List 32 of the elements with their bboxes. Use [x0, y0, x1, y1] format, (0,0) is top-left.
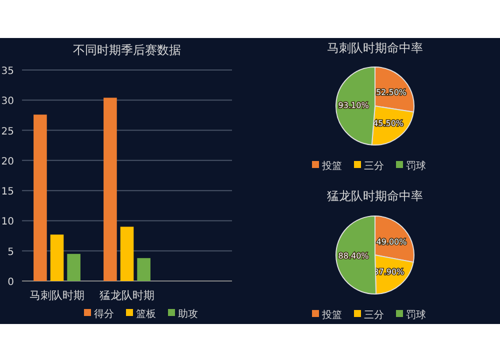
- y-tick-label: 0: [8, 277, 14, 288]
- y-tick-label: 25: [1, 126, 14, 138]
- legend-label: 得分: [94, 308, 114, 320]
- chart-title: 马刺队时期命中率: [327, 41, 423, 55]
- data-label: 93.10%: [338, 101, 370, 110]
- y-tick-label: 15: [1, 186, 14, 198]
- legend-label: 罚球: [406, 309, 426, 321]
- y-tick-label: 5: [8, 246, 14, 258]
- y-tick-label: 30: [1, 96, 14, 108]
- legend-label: 助攻: [178, 308, 198, 320]
- bar: [34, 114, 47, 281]
- x-tick-label: 马刺队时期: [30, 289, 84, 302]
- bar: [104, 98, 117, 281]
- data-label: 88.40%: [338, 251, 370, 260]
- chart-title: 不同时期季后赛数据: [73, 43, 181, 57]
- bar: [67, 254, 80, 281]
- data-label: 52.50%: [376, 88, 407, 98]
- legend-label: 篮板: [136, 308, 156, 320]
- bar: [120, 226, 134, 281]
- legend-label: 三分: [364, 309, 384, 321]
- bar: [50, 234, 64, 281]
- data-label: 49.00%: [376, 237, 408, 246]
- y-tick-label: 20: [1, 156, 14, 168]
- bar: [137, 258, 150, 281]
- legend-label: 三分: [364, 160, 384, 172]
- y-tick-label: 35: [1, 66, 14, 77]
- legend-label: 投篮: [321, 160, 342, 172]
- legend-label: 罚球: [406, 160, 426, 172]
- x-tick-label: 猛龙队时期: [100, 289, 154, 302]
- legend-label: 投篮: [321, 309, 342, 321]
- y-tick-label: 10: [1, 216, 14, 228]
- chart-title: 猛龙队时期命中率: [327, 189, 423, 203]
